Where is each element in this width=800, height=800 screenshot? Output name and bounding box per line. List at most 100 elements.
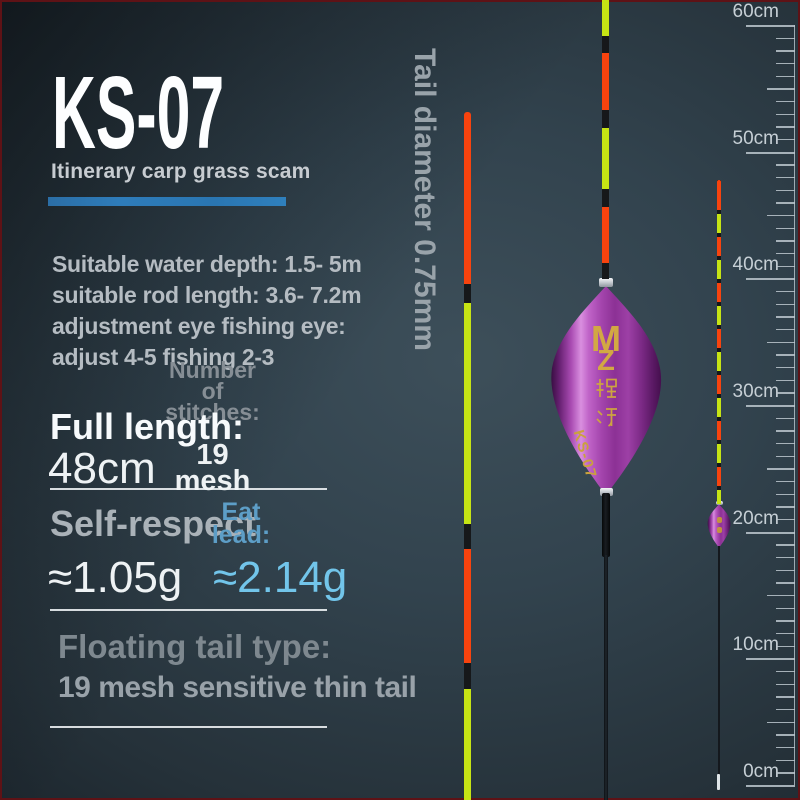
small-float-body bbox=[707, 504, 731, 548]
tail-type-label: Floating tail type: bbox=[58, 628, 332, 665]
ruler-tick bbox=[776, 417, 795, 420]
brand-characters bbox=[548, 376, 664, 429]
tail-segment bbox=[464, 112, 471, 284]
stitches-value: 19 mesh bbox=[150, 441, 275, 496]
ruler-tick bbox=[746, 151, 795, 154]
ruler-tick bbox=[776, 430, 795, 432]
ruler-tick bbox=[776, 379, 795, 382]
ruler-tick bbox=[776, 303, 795, 306]
ruler-tick bbox=[776, 177, 795, 179]
tail-diameter-label: Tail diameter 0.75mm bbox=[408, 48, 441, 351]
tail-segment bbox=[464, 524, 471, 549]
eat-lead-label: Eat lead: bbox=[185, 498, 297, 549]
self-weight-value: ≈1.05g bbox=[48, 553, 183, 602]
stitches-label-line: stitches: bbox=[165, 399, 260, 425]
ruler-tick bbox=[767, 595, 795, 597]
ruler-label: 20cm bbox=[732, 507, 779, 529]
ruler-tick bbox=[776, 455, 795, 458]
tail-segment bbox=[602, 0, 609, 36]
ruler-label: 50cm bbox=[732, 127, 779, 149]
ruler-tick bbox=[776, 354, 795, 356]
ruler-tick bbox=[746, 658, 795, 661]
stitches-label: Number of stitches: bbox=[150, 357, 275, 425]
small-float-stem bbox=[718, 546, 720, 776]
full-length-label: Full length: bbox=[50, 406, 244, 447]
eat-lead-label-line: lead: bbox=[211, 521, 271, 549]
tail-segment bbox=[717, 375, 721, 394]
ruler-tick bbox=[767, 215, 795, 217]
accent-bar bbox=[48, 197, 286, 206]
ruler-tick bbox=[776, 620, 795, 622]
ruler-tick bbox=[746, 531, 795, 534]
ruler-tick bbox=[776, 50, 795, 52]
ruler-tick bbox=[776, 709, 795, 711]
ruler-tick bbox=[746, 25, 795, 27]
ruler-tick bbox=[776, 189, 795, 192]
tail-segment bbox=[717, 283, 721, 302]
float-stem-lower bbox=[604, 555, 608, 800]
tail-segment bbox=[464, 303, 471, 524]
float-left-tail bbox=[464, 0, 471, 800]
specs-text: Suitable water depth: 1.5- 5m suitable r… bbox=[52, 249, 362, 373]
ruler-tick bbox=[776, 544, 795, 546]
tail-segment bbox=[602, 189, 609, 207]
tail-segment bbox=[464, 549, 471, 663]
tail-segment bbox=[717, 329, 721, 348]
float-center-tail bbox=[602, 0, 609, 800]
ruler-tick bbox=[776, 101, 795, 103]
stitches-label-line: of bbox=[201, 378, 224, 404]
ruler-tick bbox=[776, 633, 795, 635]
float-stem-upper bbox=[602, 493, 610, 557]
ruler-tick bbox=[776, 265, 795, 268]
ruler-tick bbox=[746, 278, 795, 281]
small-float-gold-mark bbox=[717, 517, 722, 523]
ruler-label: 0cm bbox=[743, 761, 779, 783]
brand-logo-letter: M bbox=[591, 318, 621, 359]
tail-segment bbox=[602, 207, 609, 263]
self-weight-label: Self-respect bbox=[50, 503, 257, 544]
ruler-tick bbox=[776, 37, 795, 40]
brand-logo-letter: Z bbox=[597, 345, 615, 377]
ruler-label: 30cm bbox=[732, 381, 779, 402]
ruler-tick bbox=[776, 126, 795, 128]
tail-segment bbox=[717, 490, 721, 504]
ruler-tick bbox=[767, 88, 795, 90]
ruler-tick bbox=[776, 493, 795, 496]
ruler-tick bbox=[776, 202, 795, 204]
ruler-tick bbox=[776, 227, 795, 230]
ruler-tick bbox=[776, 443, 795, 445]
ruler-tick bbox=[776, 253, 795, 255]
ruler-tick bbox=[776, 164, 795, 166]
divider bbox=[50, 726, 327, 728]
ruler-tick bbox=[776, 240, 795, 242]
ruler-tick bbox=[776, 569, 795, 572]
tail-segment bbox=[717, 444, 721, 463]
brand-logo: M Z bbox=[548, 318, 664, 377]
ruler-tick bbox=[776, 291, 795, 293]
ruler-label: 40cm bbox=[732, 254, 779, 276]
ruler-tick bbox=[776, 139, 795, 141]
small-float-body-shape bbox=[707, 504, 731, 548]
tail-segment bbox=[464, 284, 471, 303]
tail-segment bbox=[717, 421, 721, 440]
float-collar-top bbox=[599, 278, 613, 287]
tail-segment bbox=[464, 663, 471, 689]
tail-segment bbox=[717, 260, 721, 279]
ruler-tick bbox=[776, 63, 795, 65]
page-title: KS-07 bbox=[52, 56, 225, 171]
ruler-tick bbox=[776, 671, 795, 673]
eat-lead-label-line: Eat bbox=[221, 498, 261, 526]
ruler-tick bbox=[776, 696, 795, 698]
ruler-tick bbox=[776, 747, 795, 749]
chinese-character-glyph bbox=[596, 378, 617, 398]
stitches-label-line: Number bbox=[169, 357, 256, 383]
tail-segment bbox=[602, 263, 609, 279]
tail-segment bbox=[717, 306, 721, 325]
tail-segment bbox=[717, 352, 721, 371]
tail-segment bbox=[464, 689, 471, 800]
ruler-tick bbox=[776, 392, 795, 394]
ruler-tick bbox=[776, 557, 795, 559]
ruler-tick bbox=[776, 759, 795, 762]
divider bbox=[50, 488, 327, 490]
ruler-tick bbox=[746, 785, 795, 788]
